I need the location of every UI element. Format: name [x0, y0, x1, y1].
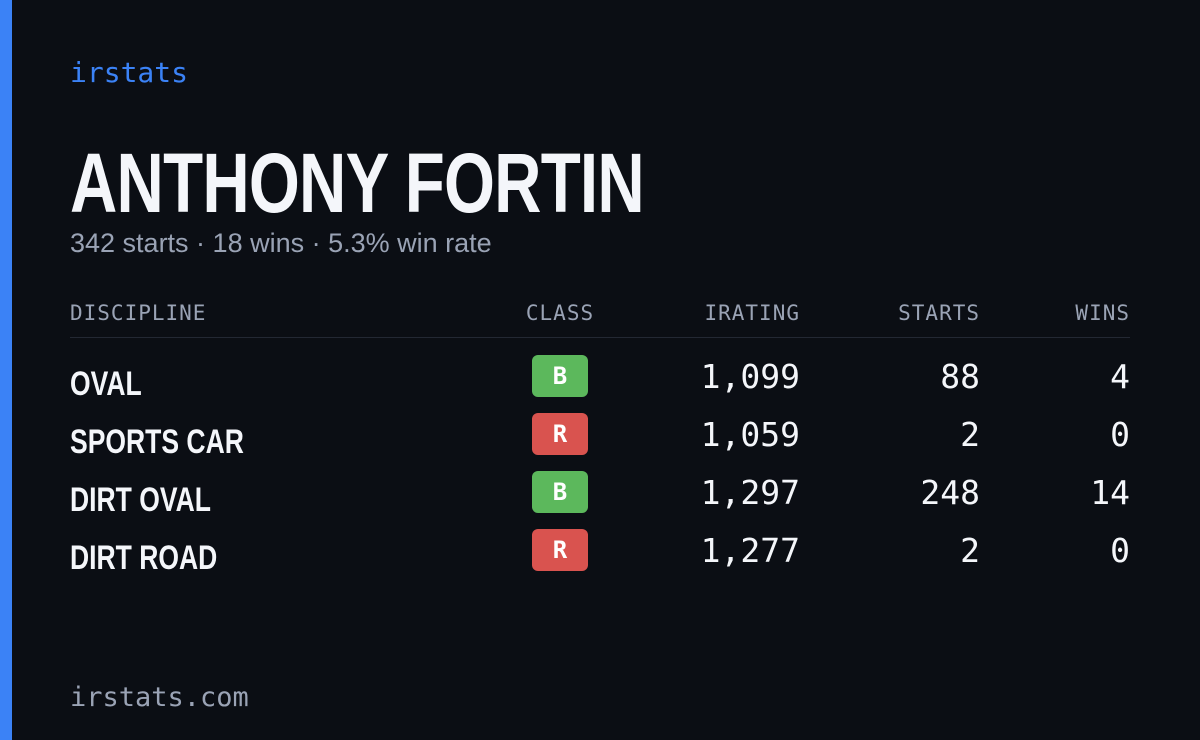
wins: 0	[1110, 415, 1130, 454]
discipline: SPORTS CAR	[70, 423, 244, 461]
class-badge: R	[532, 529, 588, 571]
irating: 1,059	[700, 415, 800, 454]
starts: 2	[960, 415, 980, 454]
starts: 248	[920, 473, 980, 512]
column-header: WINS	[1075, 301, 1130, 325]
starts: 88	[940, 357, 980, 396]
irating: 1,297	[700, 473, 800, 512]
class-badge: B	[532, 471, 588, 513]
driver-name: ANTHONY FORTIN	[70, 136, 645, 230]
accent-bar	[0, 0, 12, 740]
irating: 1,099	[700, 357, 800, 396]
header-rule	[70, 337, 1130, 338]
column-header: STARTS	[898, 301, 980, 325]
wins: 14	[1090, 473, 1130, 512]
driver-summary: 342 starts · 18 wins · 5.3% win rate	[70, 228, 492, 258]
starts: 2	[960, 531, 980, 570]
irating: 1,277	[700, 531, 800, 570]
discipline: DIRT ROAD	[70, 539, 218, 577]
column-header: DISCIPLINE	[70, 301, 207, 325]
class-badge: B	[532, 355, 588, 397]
footer: irstats.com	[70, 682, 249, 713]
wins: 0	[1110, 531, 1130, 570]
discipline: DIRT OVAL	[70, 481, 211, 519]
column-header: CLASS	[525, 301, 595, 325]
brand: irstats	[70, 56, 189, 89]
discipline: OVAL	[70, 365, 142, 403]
column-header: IRATING	[704, 301, 800, 325]
class-badge: R	[532, 413, 588, 455]
wins: 4	[1110, 357, 1130, 396]
